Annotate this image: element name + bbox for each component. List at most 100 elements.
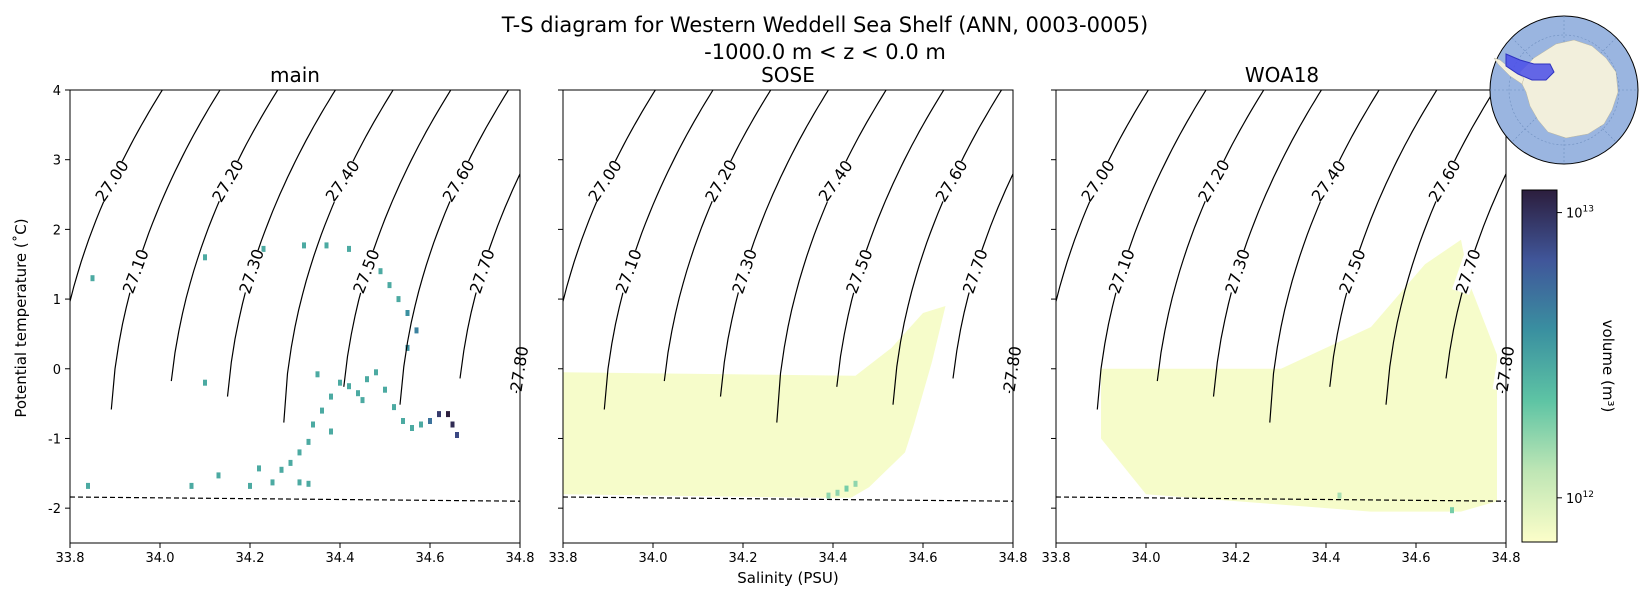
y-tick-label: -1: [48, 432, 61, 447]
isopycnal-27.70: [459, 173, 520, 379]
colorbar-label: volume (m³): [1599, 320, 1617, 413]
volume-cell: [1450, 507, 1454, 514]
isopycnal-27.70: [1445, 173, 1506, 379]
isopycnal-label: 27.00: [1077, 157, 1118, 206]
isopycnal-label: 27.60: [1425, 156, 1465, 205]
isopycnal-label: 27.10: [119, 247, 153, 297]
x-tick-label: 34.4: [1312, 551, 1341, 566]
volume-cell: [826, 492, 831, 499]
isopycnal-label: 27.50: [842, 247, 876, 297]
isopycnal-27.20: [170, 90, 279, 382]
volume-cell: [360, 397, 365, 404]
isopycnal-label: 27.50: [349, 247, 383, 297]
volume-cell: [90, 275, 95, 282]
y-axis-label: Potential temperature (˚C): [12, 218, 30, 417]
x-tick-label: 34.8: [1492, 551, 1521, 566]
x-tick-label: 33.8: [56, 551, 85, 566]
volume-cell: [392, 404, 396, 411]
volume-cell: [270, 479, 275, 486]
volume-cell: [257, 465, 261, 472]
panel-title-sose: SOSE: [761, 63, 815, 87]
volume-cell: [302, 242, 306, 249]
volume-cell: [419, 421, 423, 428]
volume-cell: [365, 376, 369, 383]
isopycnal-27.60: [399, 90, 510, 405]
isopycnal-27.10: [110, 90, 221, 410]
volume-cell: [311, 421, 315, 428]
isopycnal-label: 27.10: [1105, 247, 1139, 297]
x-tick-label: 34.6: [416, 551, 445, 566]
y-tick-label: 2: [53, 223, 61, 238]
isopycnal-label: 27.80: [507, 345, 533, 393]
volume-cell: [1337, 492, 1342, 499]
x-tick-label: 34.0: [146, 551, 175, 566]
isopycnal-27.00: [70, 90, 164, 302]
panel-sose: SOSE 27.00 27.10 27.20 27.30 27.40 27.50 27.60…: [549, 63, 1028, 566]
isopycnal-label: 27.30: [1221, 247, 1254, 296]
isopycnal-label: 27.80: [1000, 345, 1026, 393]
x-tick-label: 34.8: [506, 551, 535, 566]
isopycnal-label: 27.50: [1335, 247, 1369, 297]
isopycnal-label: 27.30: [235, 247, 268, 296]
volume-cell: [835, 489, 840, 496]
isopycnal-label: 27.40: [322, 157, 364, 205]
x-tick-label: 34.2: [1222, 551, 1251, 566]
region-locator-map: [1489, 15, 1639, 165]
volume-cell: [297, 479, 302, 486]
isopycnal-label: 27.20: [1194, 156, 1234, 205]
y-tick-label: 1: [53, 293, 61, 308]
volume-cell: [306, 438, 311, 445]
isopycnal-27.00: [563, 90, 657, 302]
y-tick-label: 3: [53, 154, 61, 169]
isopycnal-label: 27.00: [91, 157, 132, 206]
volume-cell: [401, 418, 405, 424]
volume-cell: [288, 459, 293, 466]
volume-cell: [329, 393, 333, 400]
volume-cell: [329, 428, 333, 435]
volume-cell: [203, 379, 207, 386]
x-tick-label: 34.8: [999, 551, 1028, 566]
volume-cell: [387, 282, 392, 289]
y-tick-label: -2: [48, 502, 61, 517]
volume-cell: [324, 242, 329, 249]
volume-cell: [86, 482, 90, 489]
volume-cell: [356, 390, 360, 397]
volume-cell: [414, 327, 419, 334]
x-tick-label: 34.2: [236, 551, 265, 566]
weddell-shelf-region: [1505, 53, 1555, 81]
x-axis-label: Salinity (PSU): [737, 569, 839, 587]
isopycnal-label: 27.70: [466, 247, 499, 297]
volume-cell: [405, 344, 410, 351]
volume-cell: [428, 418, 432, 424]
axes-frame: [1055, 89, 1507, 544]
volume-cell: [338, 379, 342, 386]
volume-cell: [374, 369, 378, 376]
axes-frame: [69, 89, 521, 544]
volume-cell: [396, 296, 401, 303]
volume-cell: [306, 480, 311, 487]
volume-cell: [261, 245, 266, 252]
y-tick-label: 0: [53, 363, 61, 378]
volume-cell: [410, 425, 414, 431]
axes-frame: [562, 89, 1014, 544]
isopycnal-label: 27.20: [208, 156, 248, 205]
isopycnal-27.40: [776, 90, 887, 423]
x-tick-label: 34.2: [729, 551, 758, 566]
colorbar-tick-label: 1012: [1566, 490, 1594, 507]
isopycnal-27.00: [1056, 90, 1150, 302]
volume-cell: [189, 482, 194, 489]
volume-cell: [216, 472, 221, 479]
antarctic-peninsula: [1493, 57, 1525, 85]
volume-cell: [378, 268, 383, 275]
volume-cell: [844, 485, 849, 492]
figure-title-line2: -1000.0 m < z < 0.0 m: [704, 40, 946, 64]
freezing-line: [70, 496, 520, 502]
panel-main: main 27.00 27.10 27.20 27.30 27.40 27.50 27.60…: [48, 63, 535, 566]
x-tick-label: 34.4: [326, 551, 355, 566]
volume-cell: [347, 383, 351, 390]
colorbar-gradient: [1521, 189, 1558, 543]
x-tick-label: 34.0: [639, 551, 668, 566]
isopycnal-27.40: [1269, 90, 1380, 423]
x-tick-label: 34.6: [1402, 551, 1431, 566]
